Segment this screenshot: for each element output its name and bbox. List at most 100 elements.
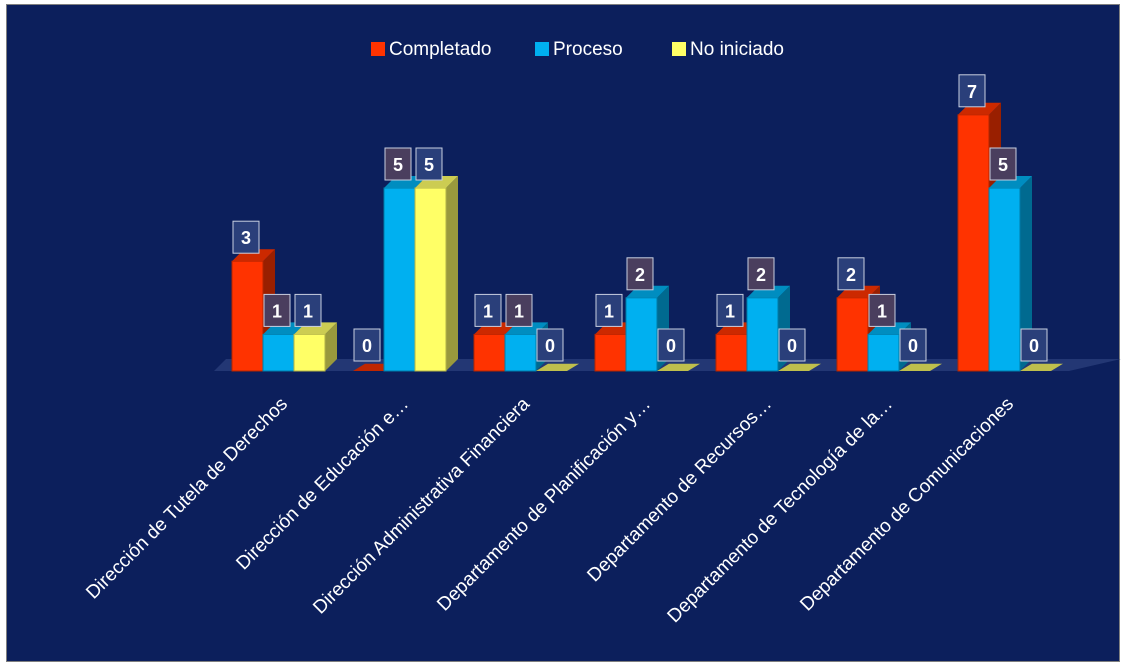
data-label-box xyxy=(778,328,806,362)
bar-front xyxy=(746,297,779,372)
bar-zero-plate xyxy=(899,363,942,371)
bar-no-iniciado-5 xyxy=(778,363,821,371)
data-label-no-iniciado-4: 0 xyxy=(657,328,685,362)
bar-front xyxy=(293,333,326,372)
legend-item-proceso: Proceso xyxy=(535,39,623,60)
data-label-box xyxy=(1020,328,1048,362)
data-label-box xyxy=(232,220,260,254)
data-label-box xyxy=(657,328,685,362)
legend-swatch xyxy=(371,42,385,56)
data-label-box xyxy=(626,257,654,291)
data-label-value: 1 xyxy=(514,301,524,321)
bar-side xyxy=(1020,176,1032,371)
legend-swatch xyxy=(535,42,549,56)
bar-front xyxy=(867,333,900,372)
data-label-no-iniciado-1: 1 xyxy=(294,293,322,327)
bar-no-iniciado-7 xyxy=(1020,363,1063,371)
bar-proceso-7 xyxy=(988,176,1032,372)
data-label-completado-1: 3 xyxy=(232,220,260,254)
data-label-value: 0 xyxy=(908,336,918,356)
data-label-box xyxy=(263,293,291,327)
data-label-value: 5 xyxy=(393,155,403,175)
bar-front xyxy=(715,333,748,372)
data-label-value: 0 xyxy=(787,336,797,356)
legend-item-no-iniciado: No iniciado xyxy=(672,39,784,60)
bars-group xyxy=(231,102,1063,372)
data-label-no-iniciado-2: 5 xyxy=(415,147,443,181)
bar-front xyxy=(414,187,447,372)
category-label-3: Dirección Administrativa Financiera xyxy=(309,393,534,618)
data-label-proceso-2: 5 xyxy=(384,147,412,181)
data-labels-group: 3 1 1 0 5 5 1 1 0 1 2 0 1 2 0 2 1 0 7 5 0 xyxy=(232,74,1048,362)
data-label-box xyxy=(353,328,381,362)
bar-front xyxy=(625,297,658,372)
data-label-box xyxy=(595,293,623,327)
legend-item-completado: Completado xyxy=(371,39,491,60)
data-label-box xyxy=(294,293,322,327)
data-label-completado-7: 7 xyxy=(958,74,986,108)
data-label-value: 1 xyxy=(725,301,735,321)
category-label-1: Dirección de Tutela de Derechos xyxy=(82,394,292,604)
data-label-completado-6: 2 xyxy=(837,257,865,291)
data-label-completado-2: 0 xyxy=(353,328,381,362)
data-label-box xyxy=(505,293,533,327)
data-label-value: 2 xyxy=(756,265,766,285)
bar-no-iniciado-4 xyxy=(657,363,700,371)
data-label-value: 1 xyxy=(483,301,493,321)
legend: Completado Proceso No iniciado xyxy=(371,39,784,60)
data-label-proceso-5: 2 xyxy=(747,257,775,291)
data-label-no-iniciado-5: 0 xyxy=(778,328,806,362)
bar-zero-plate xyxy=(536,363,579,371)
data-label-value: 2 xyxy=(846,265,856,285)
data-label-no-iniciado-7: 0 xyxy=(1020,328,1048,362)
data-label-box xyxy=(958,74,986,108)
data-label-value: 1 xyxy=(303,301,313,321)
data-label-value: 7 xyxy=(967,82,977,102)
bar-front xyxy=(988,187,1021,372)
bar-front xyxy=(594,333,627,372)
bar-no-iniciado-3 xyxy=(536,363,579,371)
data-label-completado-5: 1 xyxy=(716,293,744,327)
data-label-box xyxy=(837,257,865,291)
bar-side xyxy=(446,176,458,371)
bar-zero-plate xyxy=(657,363,700,371)
data-label-no-iniciado-3: 0 xyxy=(536,328,564,362)
data-label-box xyxy=(474,293,502,327)
data-label-box xyxy=(384,147,412,181)
chart-area: Completado Proceso No iniciado 3 1 1 0 5 5 1 1 0 1 2… xyxy=(6,4,1121,662)
bar-no-iniciado-1 xyxy=(293,322,337,372)
bar-front xyxy=(836,297,869,372)
bar-front xyxy=(262,333,295,372)
legend-swatch xyxy=(672,42,686,56)
legend-label: Proceso xyxy=(553,39,623,60)
bar-zero-plate xyxy=(778,363,821,371)
bar-front xyxy=(957,114,990,372)
bar-front xyxy=(504,333,537,372)
data-label-value: 1 xyxy=(604,301,614,321)
data-label-value: 5 xyxy=(424,155,434,175)
data-label-proceso-4: 2 xyxy=(626,257,654,291)
data-label-completado-3: 1 xyxy=(474,293,502,327)
data-label-box xyxy=(716,293,744,327)
data-label-value: 5 xyxy=(998,155,1008,175)
data-label-box xyxy=(868,293,896,327)
bar-proceso-4 xyxy=(625,285,669,372)
bar-side xyxy=(325,322,337,371)
data-label-box xyxy=(989,147,1017,181)
bar-front xyxy=(231,260,264,372)
category-labels-group: Dirección de Tutela de DerechosDirección… xyxy=(82,393,1018,627)
data-label-value: 2 xyxy=(635,265,645,285)
data-label-value: 3 xyxy=(241,228,251,248)
data-label-value: 1 xyxy=(877,301,887,321)
bar-zero-plate xyxy=(1020,363,1063,371)
data-label-value: 0 xyxy=(545,336,555,356)
bar-no-iniciado-6 xyxy=(899,363,942,371)
category-label-4: Departamento de Planificación y… xyxy=(433,394,655,616)
data-label-proceso-7: 5 xyxy=(989,147,1017,181)
data-label-box xyxy=(747,257,775,291)
bar-front xyxy=(473,333,506,372)
bar-no-iniciado-2 xyxy=(414,176,458,372)
category-label-6: Departamento de Tecnología de la… xyxy=(664,394,897,627)
bar-front xyxy=(383,187,416,372)
data-label-no-iniciado-6: 0 xyxy=(899,328,927,362)
